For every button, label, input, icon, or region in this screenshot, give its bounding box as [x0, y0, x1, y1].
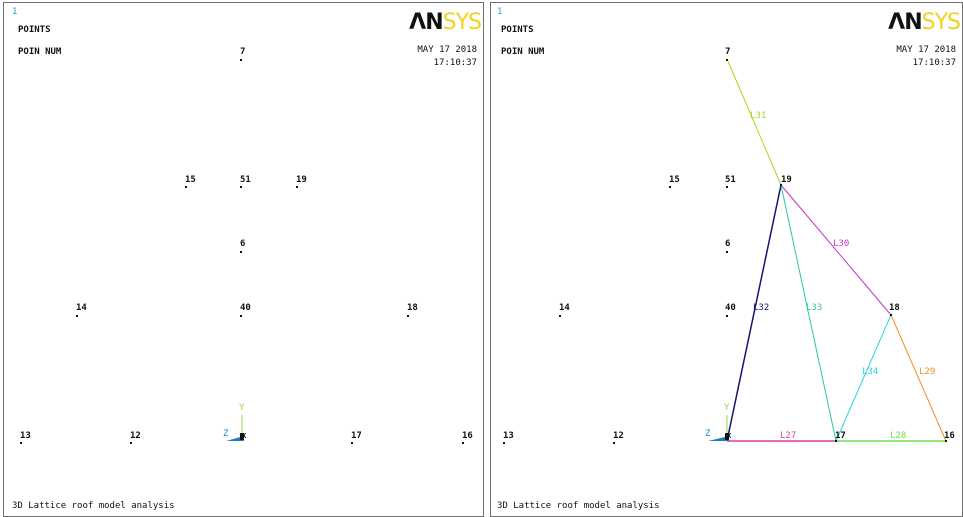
triad-z-label: Z	[705, 429, 710, 439]
line-L31	[727, 59, 781, 185]
line-label-L29: L29	[919, 367, 935, 377]
keypoint-marker	[503, 442, 505, 444]
keypoint-marker	[726, 315, 728, 317]
keypoint-marker	[669, 186, 671, 188]
keypoint-marker	[726, 59, 728, 61]
line-label-L32: L32	[753, 303, 769, 313]
keypoint-label: 13	[503, 431, 514, 441]
keypoint-marker	[613, 442, 615, 444]
keypoint-label: 15	[669, 175, 680, 185]
keypoint-marker	[835, 440, 837, 442]
line-L30	[781, 185, 891, 315]
keypoint-label: 18	[889, 303, 900, 313]
line-L33	[781, 185, 836, 441]
keypoint-label: 7	[725, 47, 730, 57]
graphics-window-left[interactable]: 1 POINTS POIN NUM ΛNSYS MAY 17 2018 17:1…	[3, 2, 484, 517]
line-label-L30: L30	[833, 239, 849, 249]
keypoint-label: 40	[725, 303, 736, 313]
keypoint-marker	[890, 314, 892, 316]
triad-y-label: Y	[724, 403, 729, 413]
line-label-L31: L31	[750, 111, 766, 121]
keypoint-marker	[945, 440, 947, 442]
line-label-L28: L28	[890, 431, 906, 441]
keypoint-label: 14	[559, 303, 570, 313]
line-label-L33: L33	[806, 303, 822, 313]
line-L34	[836, 315, 891, 441]
graphics-window-right[interactable]: 1 POINTS POIN NUM ΛNSYS MAY 17 2018 17:1…	[490, 2, 963, 517]
triad-y-label: Y	[239, 403, 244, 413]
keypoint-marker	[780, 184, 782, 186]
line-L29	[891, 315, 946, 441]
keypoint-label: 51	[725, 175, 736, 185]
keypoint-label: 12	[613, 431, 624, 441]
triad-x-label: X	[727, 431, 731, 441]
keypoint-marker	[559, 315, 561, 317]
keypoint-label: 6	[725, 239, 730, 249]
keypoint-label: 19	[781, 175, 792, 185]
plot-caption: 3D Lattice roof model analysis	[497, 501, 660, 511]
plot-caption: 3D Lattice roof model analysis	[12, 501, 175, 511]
keypoint-marker	[726, 251, 728, 253]
line-label-L27: L27	[780, 431, 796, 441]
triad-x-label: X	[242, 431, 246, 441]
line-label-L34: L34	[862, 367, 878, 377]
keypoint-marker	[726, 186, 728, 188]
line-L32	[727, 185, 781, 441]
triad-z-label: Z	[223, 429, 228, 439]
